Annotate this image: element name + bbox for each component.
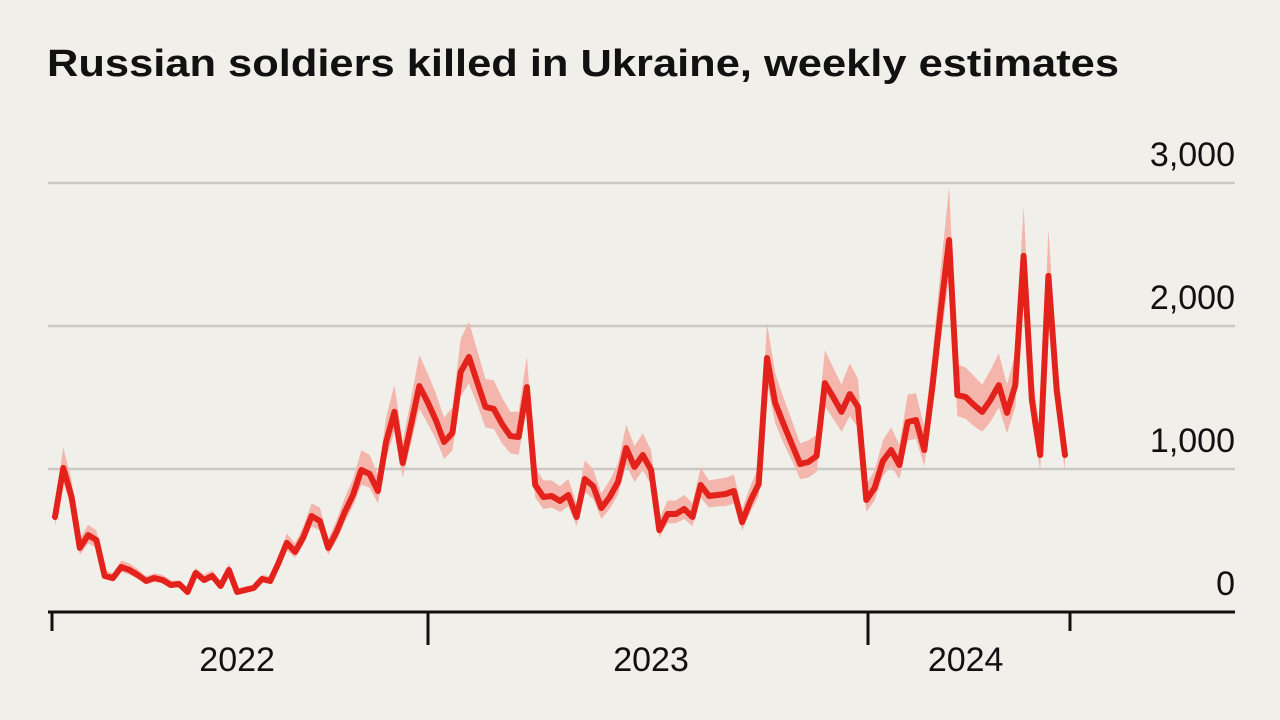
x-tick-label: 2024 (928, 641, 1004, 679)
y-tick-label: 0 (1216, 565, 1235, 603)
line (52, 237, 1068, 595)
y-tick-label: 3,000 (1150, 136, 1235, 174)
chart-title: Russian soldiers killed in Ukraine, week… (47, 43, 1119, 85)
y-tick-label: 1,000 (1150, 422, 1235, 460)
x-tick-label: 2023 (613, 641, 689, 679)
x-tick-label: 2022 (199, 641, 275, 679)
uncertainty-band (55, 187, 1065, 594)
grid (48, 181, 1235, 614)
y-tick-label: 2,000 (1150, 279, 1235, 317)
x-axis-year-boundaries (50, 612, 1072, 645)
